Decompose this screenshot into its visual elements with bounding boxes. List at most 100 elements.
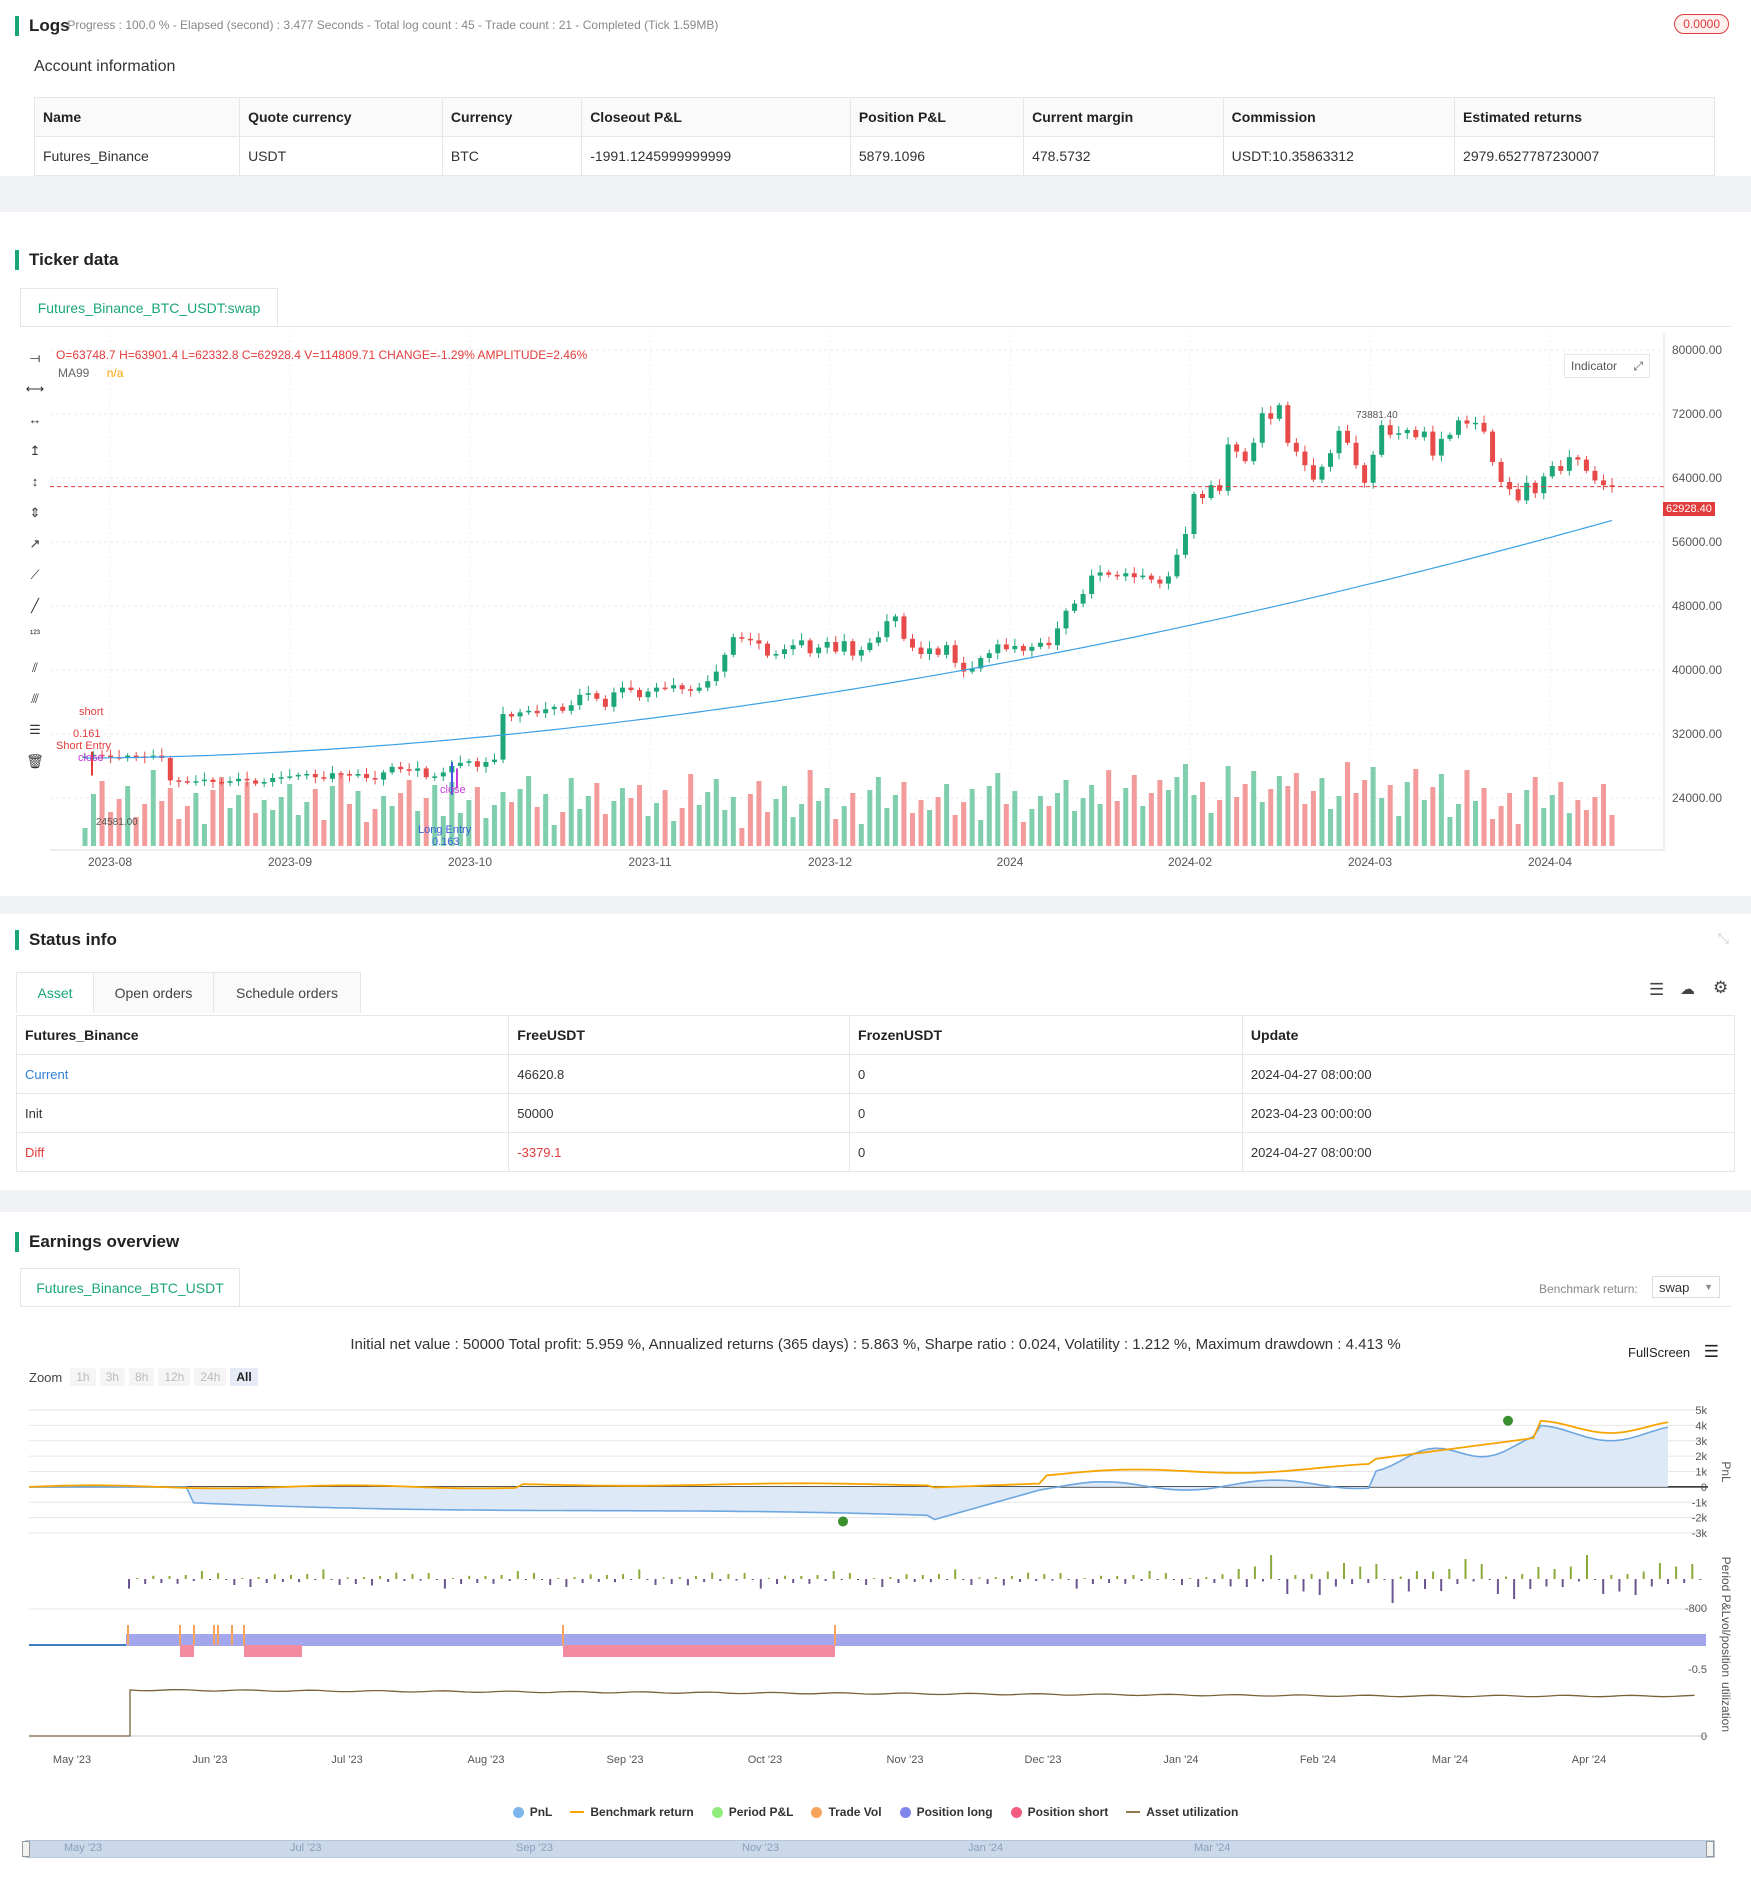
- legend: PnL Benchmark return Period P&L Trade Vol Po…: [0, 1805, 1751, 1819]
- volume-bar: [1063, 780, 1069, 846]
- settings-icon[interactable]: ⚙: [1713, 978, 1729, 997]
- zoom-12h[interactable]: 12h: [158, 1368, 191, 1386]
- volume-bar: [1558, 782, 1564, 846]
- earnings-chart[interactable]: 5k 4k 3k 2k 1k 0 -1k -2k -3k PnL -800 Period P&L -0.…: [0, 1397, 1751, 1877]
- status-title: Status info: [15, 930, 117, 950]
- period-bar: [840, 1579, 843, 1580]
- tab-open-orders[interactable]: Open orders: [93, 972, 214, 1013]
- expand-icon[interactable]: ⤢: [1633, 358, 1643, 373]
- candle-body: [210, 779, 216, 782]
- volume-bar: [1072, 811, 1078, 846]
- candle-body: [1481, 422, 1487, 432]
- candle-body: [577, 694, 583, 706]
- volume-bar: [764, 812, 770, 846]
- volume-bar: [1131, 775, 1137, 846]
- volume-bar: [671, 821, 677, 846]
- candle-body: [739, 637, 745, 639]
- menu-icon[interactable]: ☰: [1703, 1342, 1720, 1361]
- tab-schedule-orders[interactable]: Schedule orders: [213, 972, 361, 1013]
- trend-line-icon[interactable]: ⟋: [30, 567, 40, 582]
- candle-body: [730, 637, 736, 655]
- indicator-button[interactable]: Indicator ⤢: [1564, 354, 1650, 378]
- position-short-band: [563, 1645, 835, 1657]
- candle-body: [1413, 430, 1419, 438]
- navigator-right-handle[interactable]: [1706, 1841, 1714, 1857]
- asset-cell: -3379.1: [508, 1132, 851, 1172]
- period-bar: [1505, 1576, 1507, 1579]
- ray-icon[interactable]: ↗: [29, 536, 41, 551]
- fibonacci-icon[interactable]: ☰: [29, 722, 41, 737]
- horizontal-line-icon[interactable]: ⟷: [25, 381, 45, 396]
- candle-body: [312, 774, 318, 778]
- legend-item[interactable]: Asset utilization: [1126, 1805, 1238, 1819]
- period-bar: [597, 1579, 600, 1582]
- period-bar: [1488, 1579, 1491, 1580]
- delete-icon[interactable]: 🗑: [26, 753, 44, 769]
- zoom-3h[interactable]: 3h: [99, 1368, 125, 1386]
- tab-ticker-symbol[interactable]: Futures_Binance_BTC_USDT:swap: [20, 288, 278, 327]
- period-bar: [476, 1579, 479, 1583]
- volume-bar: [1515, 824, 1521, 846]
- navigator-left-handle[interactable]: [22, 1841, 30, 1857]
- legend-item[interactable]: Benchmark return: [570, 1805, 694, 1819]
- asset-cell: 46620.8: [508, 1054, 851, 1094]
- volume-bar: [227, 808, 233, 846]
- candle-body: [517, 712, 523, 717]
- legend-item[interactable]: Position long: [899, 1805, 993, 1819]
- candle-body: [150, 755, 156, 758]
- benchmark-select[interactable]: swap ▼: [1652, 1276, 1720, 1298]
- volume-bar: [1174, 777, 1180, 846]
- period-bar: [792, 1579, 795, 1583]
- candle-body: [1131, 573, 1137, 578]
- chevron-down-icon: ▼: [1704, 1282, 1713, 1292]
- x-tick-label: Jun '23: [192, 1754, 227, 1766]
- zoom-all[interactable]: All: [230, 1368, 258, 1386]
- volume-bar: [1191, 795, 1197, 846]
- asset-cell[interactable]: Current: [15, 1054, 510, 1094]
- download-icon[interactable]: ☁: [1680, 981, 1695, 998]
- period-bar: [1156, 1579, 1159, 1580]
- volume-bar: [1123, 788, 1129, 846]
- candle-body: [995, 644, 1001, 654]
- horizontal-segment-icon[interactable]: ↔: [28, 412, 42, 427]
- segment-icon[interactable]: ╱: [31, 598, 39, 613]
- period-bar: [1245, 1579, 1248, 1587]
- navigator[interactable]: May '23 Jul '23 Sep '23 Nov '23 Jan '24 Mar '…: [25, 1840, 1715, 1858]
- period-bar: [152, 1575, 155, 1579]
- period-bar: [1132, 1575, 1135, 1579]
- volume-bar: [278, 797, 284, 846]
- x-tick-label: Apr '24: [1572, 1754, 1607, 1766]
- navigator-tick-label: Nov '23: [742, 1842, 779, 1854]
- vertical-ray-icon[interactable]: ↥: [29, 443, 41, 458]
- candlestick-chart[interactable]: 80000.00 72000.00 64000.00 56000.00 48000.00…: [0, 334, 1751, 894]
- horizontal-ray-icon[interactable]: ⟞: [29, 350, 41, 365]
- period-bar: [1642, 1571, 1645, 1579]
- zoom-24h[interactable]: 24h: [194, 1368, 227, 1386]
- volume-bar: [321, 820, 327, 846]
- zoom-8h[interactable]: 8h: [128, 1368, 155, 1386]
- candle-body: [1140, 575, 1146, 578]
- volume-bar: [108, 812, 114, 846]
- legend-item[interactable]: Position short: [1010, 1805, 1108, 1819]
- volume-bar: [1473, 801, 1479, 846]
- legend-item[interactable]: PnL: [512, 1805, 552, 1819]
- zoom-1h[interactable]: 1h: [70, 1368, 96, 1386]
- collapse-icon[interactable]: ⤡: [1717, 930, 1729, 946]
- fullscreen-button[interactable]: FullScreen ☰: [1628, 1342, 1719, 1362]
- price-line-icon[interactable]: ¹²³: [30, 629, 40, 640]
- legend-item[interactable]: Period P&L: [711, 1805, 793, 1819]
- period-bar: [1634, 1579, 1637, 1595]
- legend-item[interactable]: Trade Vol: [811, 1805, 882, 1819]
- pnl-tick-label: 5k: [1695, 1405, 1707, 1417]
- price-channel-icon[interactable]: ⫻: [31, 691, 39, 706]
- volume-bar: [381, 796, 387, 846]
- parallel-line-icon[interactable]: ⫽: [32, 660, 38, 675]
- vertical-line-icon[interactable]: ↕: [31, 474, 39, 489]
- tab-asset[interactable]: Asset: [16, 972, 94, 1013]
- list-icon[interactable]: ☰: [1649, 980, 1665, 999]
- account-cell: -1991.1245999999999: [581, 136, 851, 176]
- volume-bar: [713, 779, 719, 846]
- tab-earnings-symbol[interactable]: Futures_Binance_BTC_USDT: [20, 1268, 240, 1307]
- vertical-segment-icon[interactable]: ⇕: [29, 505, 41, 520]
- candle-body: [1097, 572, 1103, 576]
